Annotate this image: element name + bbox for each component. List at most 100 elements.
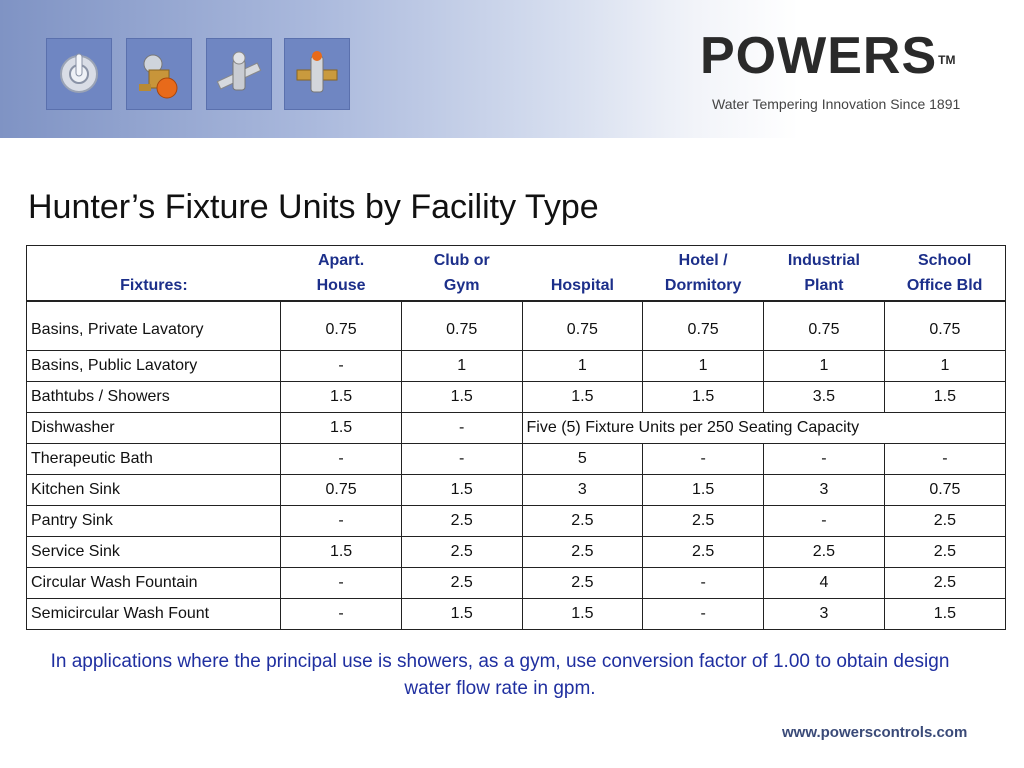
column-header-1: Apart. House xyxy=(280,245,402,302)
column-header-4: Hotel / Dormitory xyxy=(642,245,764,302)
table-header-row: Fixtures: Apart. House Club or Gym Hospital H… xyxy=(26,245,1006,302)
header-line-2: Hospital xyxy=(550,277,614,294)
value-cell: 2.5 xyxy=(521,536,644,568)
value-cell: 4 xyxy=(763,567,885,599)
value-cell: 2.5 xyxy=(642,536,765,568)
value-cell: 2.5 xyxy=(883,567,1007,599)
header-line-1: Hotel / xyxy=(678,252,728,269)
fixture-name-cell: Circular Wash Fountain xyxy=(25,567,282,599)
value-cell: - xyxy=(642,443,765,475)
value-cell: 2.5 xyxy=(400,536,523,568)
header-line-2: Plant xyxy=(804,277,844,294)
value-cell: 1 xyxy=(400,350,523,382)
value-cell: 0.75 xyxy=(521,300,644,351)
column-header-3: Hospital xyxy=(522,245,643,302)
fixture-name-cell: Kitchen Sink xyxy=(25,474,282,506)
value-cell: 3.5 xyxy=(763,381,885,413)
value-cell: 1.5 xyxy=(280,536,402,568)
table-row: Pantry Sink -2.5 2.5 2.5-2.5 xyxy=(25,505,1007,537)
value-cell: - xyxy=(763,443,885,475)
fixture-name-cell: Service Sink xyxy=(25,536,282,568)
fixture-name-cell: Pantry Sink xyxy=(25,505,282,537)
table-row: Dishwasher 1.5- Five (5) Fixture Units per… xyxy=(25,412,1007,444)
header-line-2: House xyxy=(316,277,366,294)
fixture-name-cell: Basins, Public Lavatory xyxy=(25,350,282,382)
powers-logo: POWERSTM xyxy=(700,27,956,85)
value-cell: 1 xyxy=(642,350,765,382)
table-row: Semicircular Wash Fount -1.5 1.5-3 1.5 xyxy=(25,598,1007,630)
header-line-1: Club or xyxy=(433,252,490,269)
value-cell: 1.5 xyxy=(400,474,523,506)
fixture-name-cell: Semicircular Wash Fount xyxy=(25,598,282,630)
column-header-fixtures: Fixtures: xyxy=(26,245,281,302)
value-cell: 0.75 xyxy=(400,300,523,351)
column-header-6: School Office Bld xyxy=(884,245,1006,302)
header-line-1: Industrial xyxy=(787,252,860,269)
header-line-1: School xyxy=(917,252,972,269)
column-header-2: Club or Gym xyxy=(401,245,523,302)
value-cell: 1.5 xyxy=(883,598,1007,630)
value-cell: - xyxy=(883,443,1007,475)
value-cell: 0.75 xyxy=(642,300,765,351)
value-cell: 3 xyxy=(521,474,644,506)
value-cell: - xyxy=(400,412,523,444)
value-cell: 3 xyxy=(763,474,885,506)
footnote: In applications where the principal use … xyxy=(50,651,950,699)
value-cell: 1 xyxy=(521,350,644,382)
value-cell: 2.5 xyxy=(763,536,885,568)
value-cell: 2.5 xyxy=(521,567,644,599)
mixing-valve-icon xyxy=(126,38,192,110)
website-url[interactable]: www.powerscontrols.com xyxy=(782,724,968,741)
value-cell: 2.5 xyxy=(400,567,523,599)
brand-tagline: Water Tempering Innovation Since 1891 xyxy=(712,96,961,112)
value-cell: 0.75 xyxy=(883,300,1007,351)
value-cell: 1.5 xyxy=(521,598,644,630)
value-cell: - xyxy=(280,505,402,537)
value-cell: - xyxy=(400,443,523,475)
table-row: Basins, Private Lavatory 0.75 0.75 0.75 0.75… xyxy=(25,300,1007,351)
value-cell: - xyxy=(763,505,885,537)
value-cell: 0.75 xyxy=(280,300,402,351)
table-row: Therapeutic Bath - -5- - - xyxy=(25,443,1007,475)
value-cell: 1 xyxy=(763,350,885,382)
fixture-units-table: Fixtures: Apart. House Club or Gym Hospital H… xyxy=(25,245,1007,630)
header-line-1 xyxy=(522,248,643,273)
value-cell: 1.5 xyxy=(883,381,1007,413)
fixture-name-cell: Basins, Private Lavatory xyxy=(25,300,282,351)
value-cell: 0.75 xyxy=(883,474,1007,506)
fixture-name-cell: Bathtubs / Showers xyxy=(25,381,282,413)
table-row: Kitchen Sink 0.75 1.5 3 1.5 3 0.75 xyxy=(25,474,1007,506)
value-cell: 0.75 xyxy=(763,300,885,351)
table-row: Circular Wash Fountain -2.5 2.5-4 2.5 xyxy=(25,567,1007,599)
header-line-2: Fixtures: xyxy=(120,277,188,294)
value-cell: - xyxy=(280,567,402,599)
value-cell: 2.5 xyxy=(521,505,644,537)
value-cell: 2.5 xyxy=(883,536,1007,568)
value-cell: 1.5 xyxy=(642,474,765,506)
value-cell: 1.5 xyxy=(642,381,765,413)
pipe-fitting-icon xyxy=(206,38,272,110)
value-cell: 2.5 xyxy=(642,505,765,537)
shower-valve-icon xyxy=(46,38,112,110)
value-cell: 1.5 xyxy=(400,598,523,630)
value-cell: 5 xyxy=(521,443,644,475)
table-row: Bathtubs / Showers 1.5 1.5 1.5 1.5 3.5 1.5 xyxy=(25,381,1007,413)
value-cell: 2.5 xyxy=(400,505,523,537)
slide-title: Hunter’s Fixture Units by Facility Type xyxy=(28,188,599,226)
value-cell: 1.5 xyxy=(400,381,523,413)
value-cell: 0.75 xyxy=(280,474,402,506)
value-cell: 1.5 xyxy=(280,381,402,413)
table-row: Basins, Public Lavatory -1 1 1 1 1 xyxy=(25,350,1007,382)
value-cell: 1.5 xyxy=(521,381,644,413)
fixture-name-cell: Dishwasher xyxy=(25,412,282,444)
header-line-2: Dormitory xyxy=(664,277,742,294)
spanning-note-cell: Five (5) Fixture Units per 250 Seating C… xyxy=(521,412,1007,444)
header-line-1 xyxy=(27,248,281,273)
value-cell: - xyxy=(280,598,402,630)
thermostatic-valve-icon xyxy=(284,38,350,110)
value-cell: - xyxy=(280,350,402,382)
header-line-2: Office Bld xyxy=(906,277,983,294)
value-cell: 3 xyxy=(763,598,885,630)
table-row: Service Sink 1.5 2.5 2.5 2.5 2.5 2.5 xyxy=(25,536,1007,568)
fixture-name-cell: Therapeutic Bath xyxy=(25,443,282,475)
